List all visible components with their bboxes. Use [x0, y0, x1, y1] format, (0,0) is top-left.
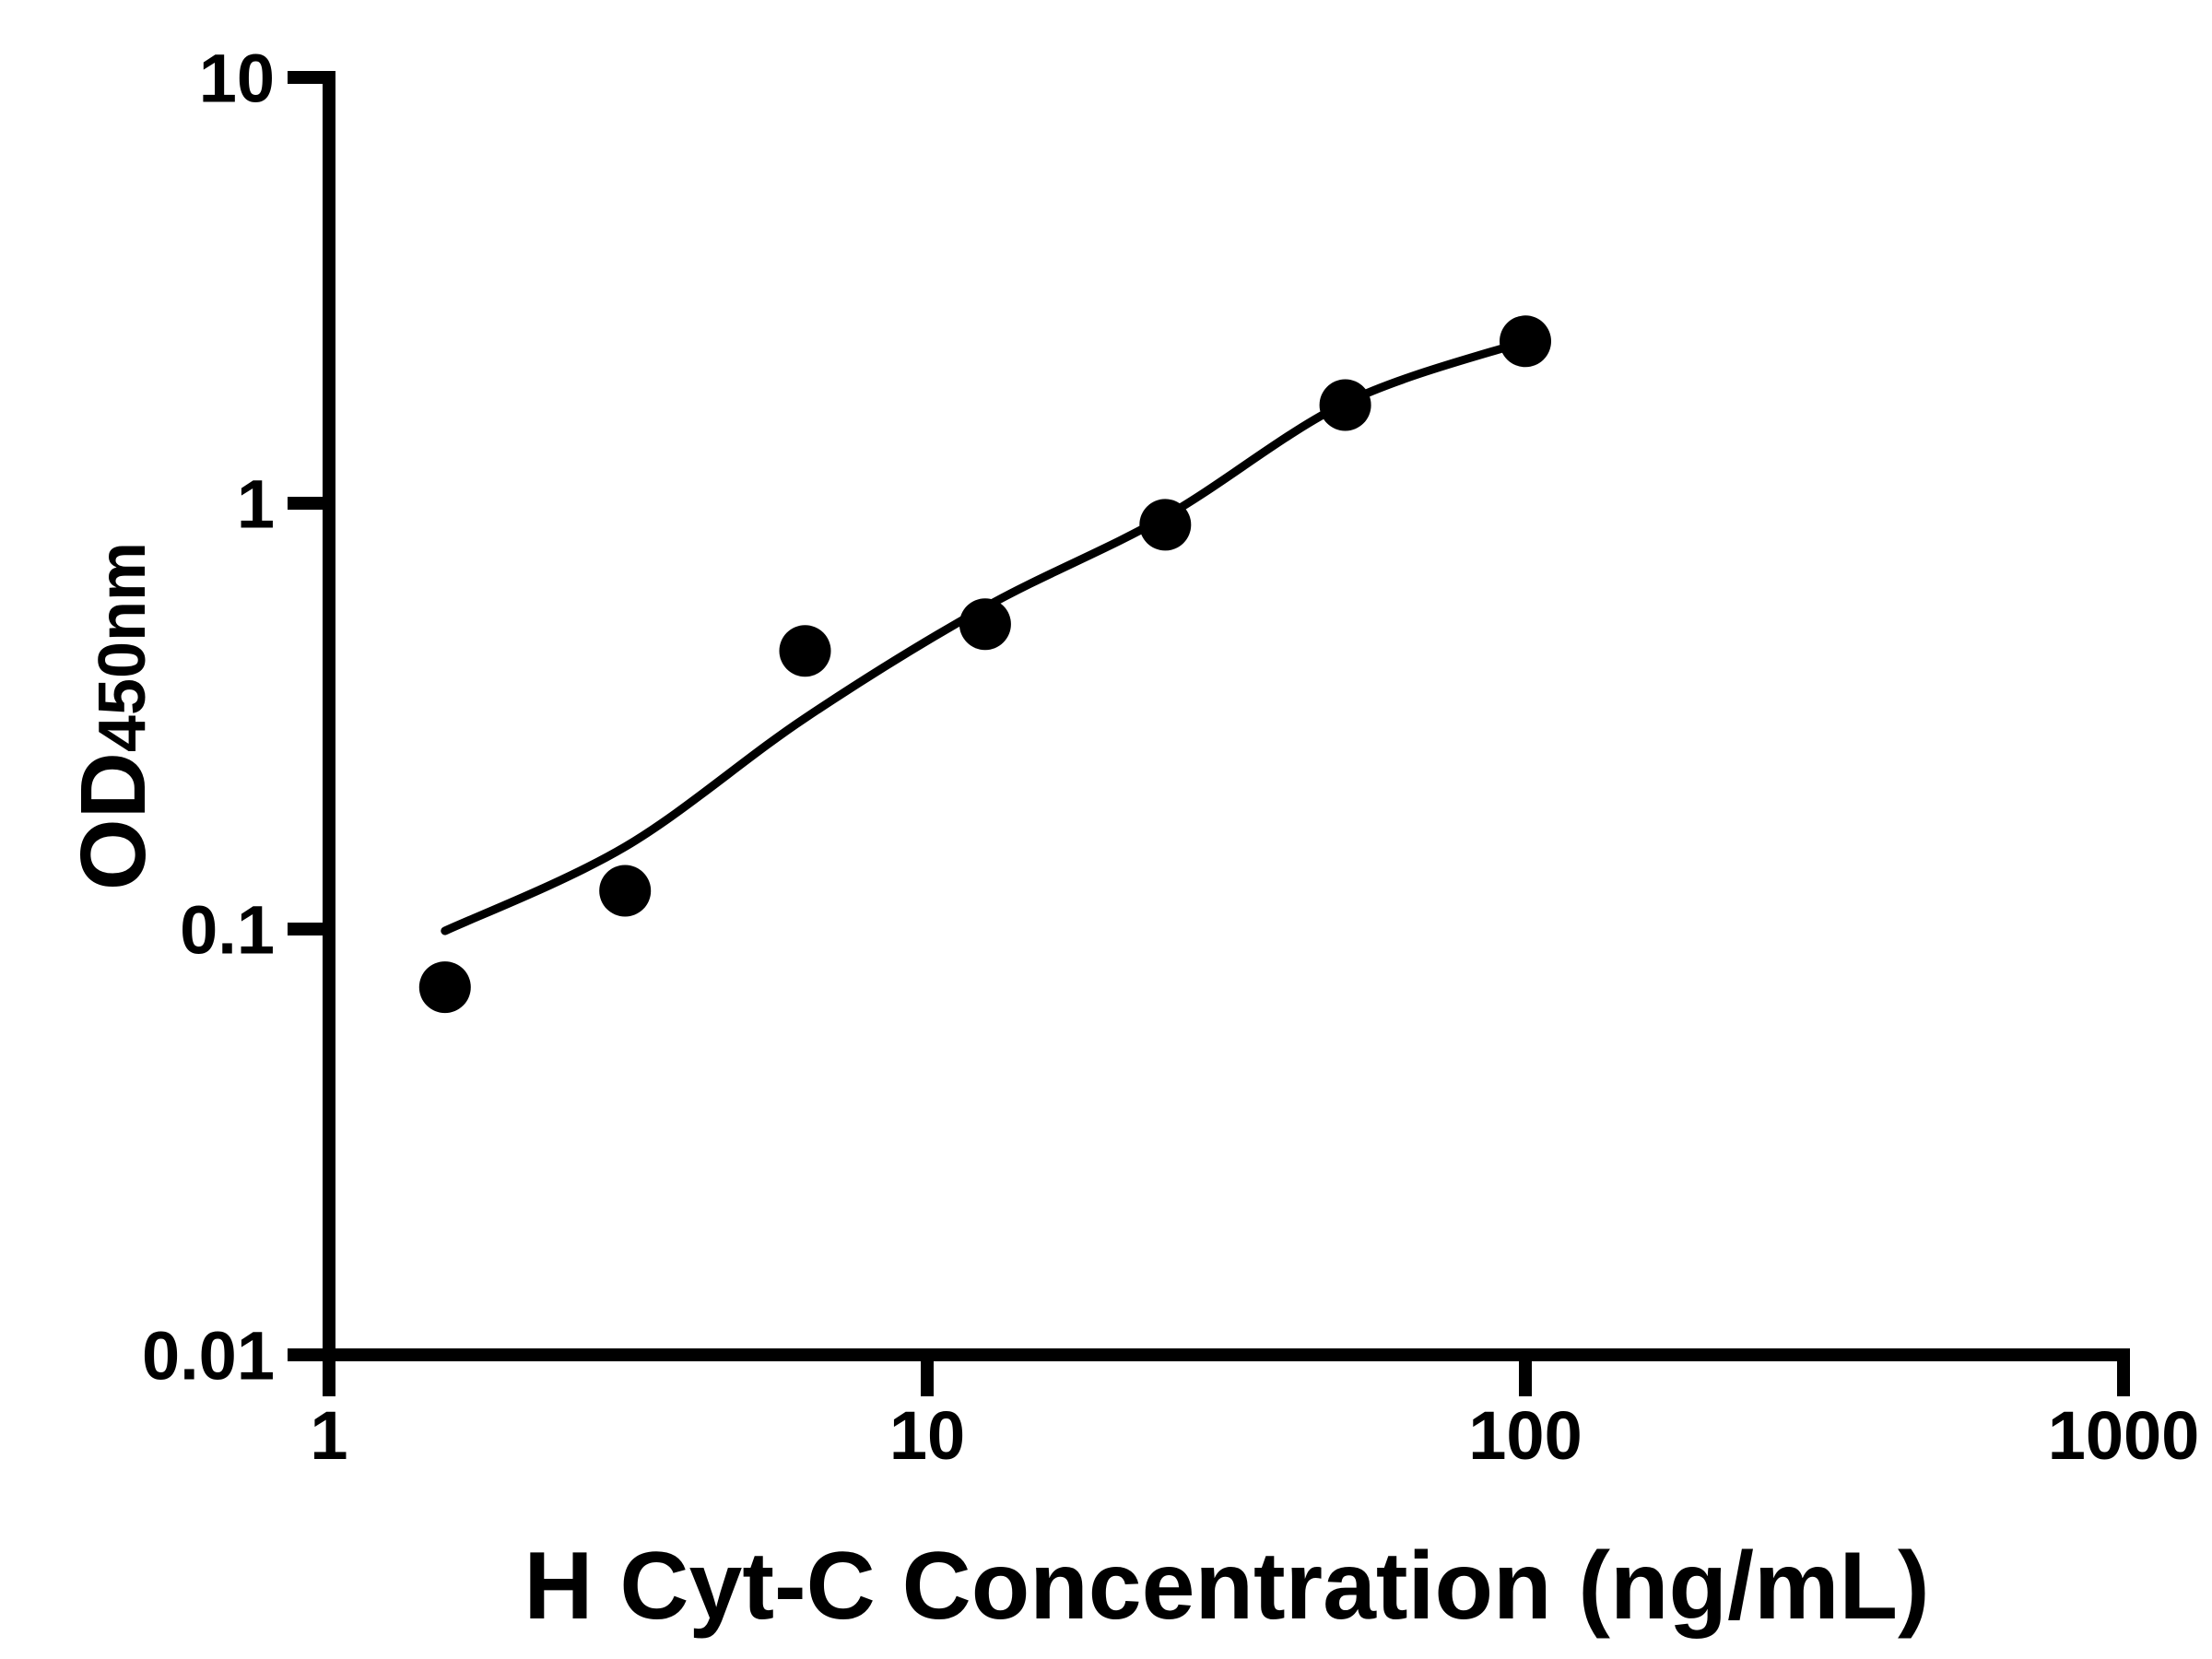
y-axis-title-subscript: 450nm [86, 542, 159, 752]
y-tick-label: 1 [237, 465, 275, 542]
x-tick-label: 100 [1468, 1397, 1582, 1474]
x-tick-label: 10 [889, 1397, 965, 1474]
axis-ticks [288, 71, 2130, 1396]
tick-labels: 10 1 0.1 0.01 1 10 100 1000 [142, 40, 2199, 1474]
y-tick-label: 0.1 [180, 891, 275, 968]
y-axis-title: OD450nm [62, 542, 165, 890]
data-point [1139, 499, 1192, 551]
data-point [959, 598, 1011, 651]
x-axis-title: H Cyt-C Concentration (ng/mL) [524, 1533, 1929, 1640]
elisa-standard-curve-figure: 10 1 0.1 0.01 1 10 100 1000 H Cyt-C Concentrati… [37, 15, 2212, 1659]
data-points [418, 315, 1551, 1014]
data-point [1319, 379, 1371, 431]
data-point [779, 625, 831, 677]
x-tick-label: 1000 [2048, 1397, 2200, 1474]
axes [323, 71, 2130, 1361]
standard-curve-plot: 10 1 0.1 0.01 1 10 100 1000 H Cyt-C Concentrati… [62, 40, 2199, 1640]
y-tick-label: 0.01 [142, 1317, 275, 1394]
y-axis-title-main: OD [62, 752, 165, 890]
y-tick-label: 10 [199, 40, 275, 116]
data-point [1500, 315, 1551, 368]
data-point [418, 961, 471, 1014]
x-tick-label: 1 [310, 1397, 347, 1474]
data-point [599, 865, 652, 917]
